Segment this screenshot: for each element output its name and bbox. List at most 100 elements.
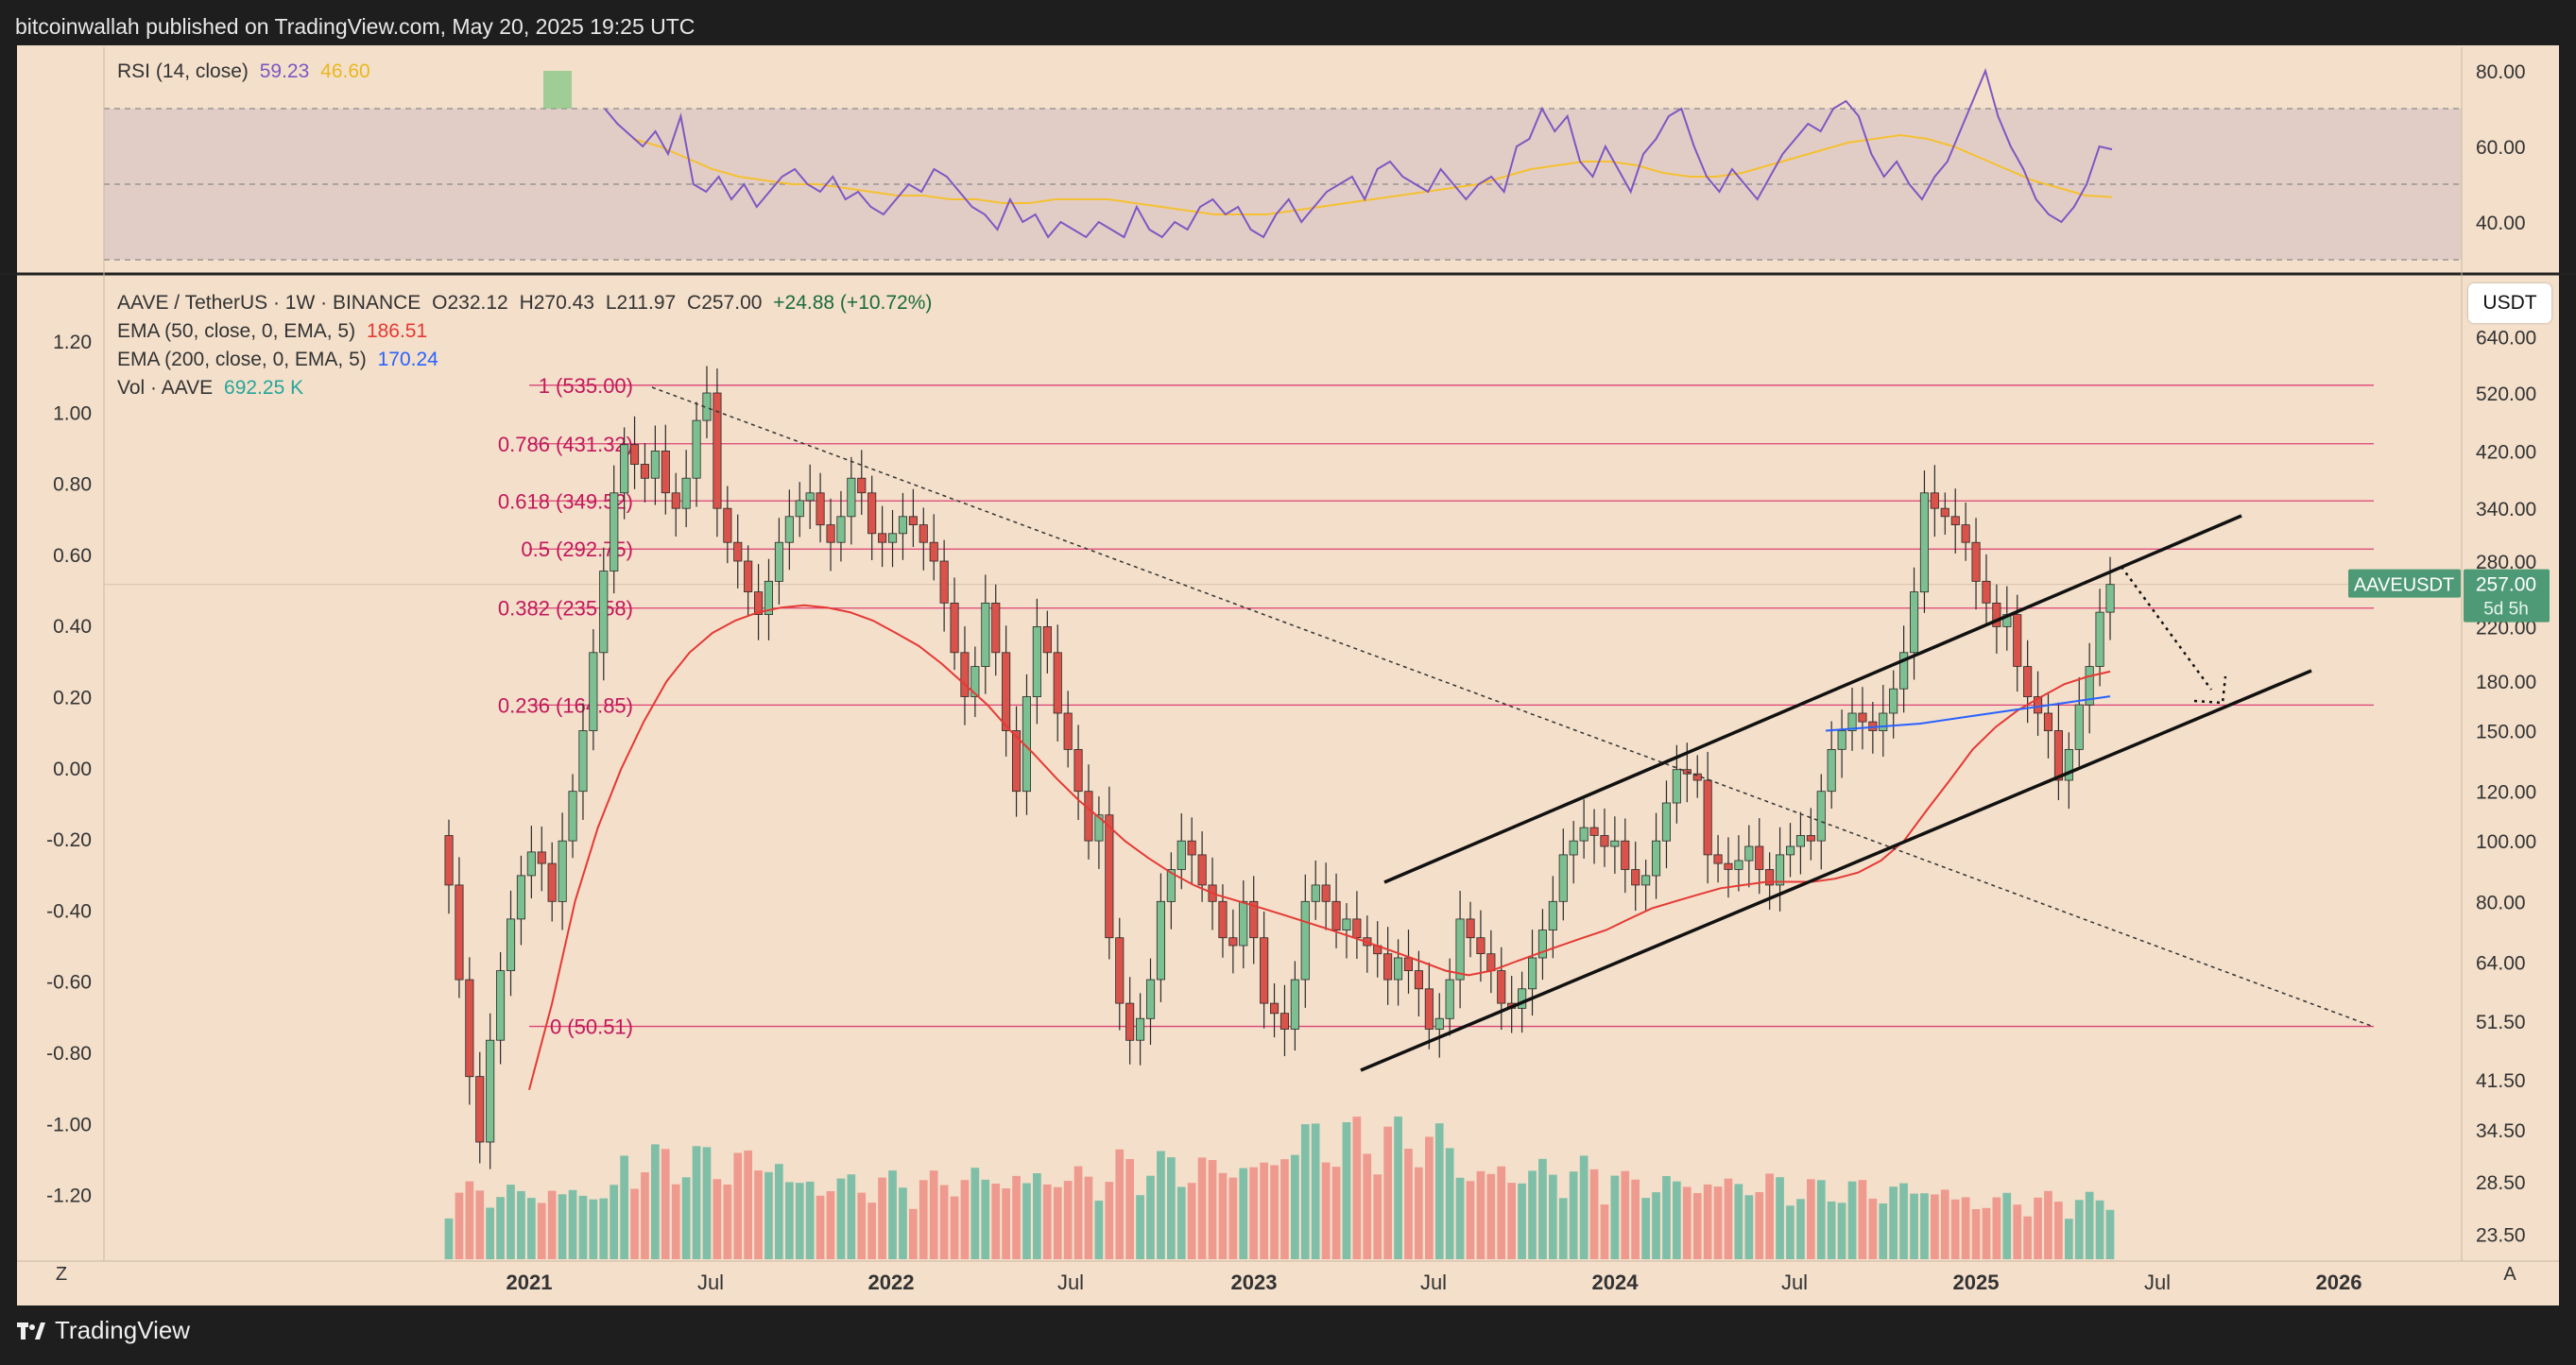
candle-body — [2033, 696, 2043, 714]
volume-bar — [991, 1184, 1001, 1259]
volume-bar — [909, 1208, 918, 1259]
candle-body — [981, 603, 990, 668]
fib-label: 0.236 (164.85) — [498, 693, 633, 717]
candle-body — [1786, 845, 1795, 856]
candle-body — [1249, 900, 1259, 939]
candle-body — [723, 507, 732, 543]
volume-bar — [558, 1194, 567, 1259]
volume-bar — [723, 1185, 732, 1259]
price-tick-label: 520.00 — [2476, 384, 2536, 405]
volume-bar — [836, 1178, 846, 1259]
volume-bar — [1827, 1201, 1836, 1259]
volume-bar — [1961, 1197, 1970, 1259]
candle-body — [1115, 937, 1125, 1004]
candle-body — [1600, 835, 1609, 847]
channel-upper-line — [1383, 514, 2242, 884]
candle-body — [888, 533, 898, 543]
volume-bar — [1352, 1117, 1362, 1259]
price-tick-label: 51.50 — [2476, 1012, 2526, 1033]
volume-bar — [1724, 1178, 1733, 1259]
candle-body — [1084, 791, 1093, 842]
candle-body — [1971, 541, 1981, 582]
candle-body — [1156, 900, 1166, 981]
candle-body — [1724, 862, 1733, 870]
candle-body — [1950, 516, 1960, 525]
candle-body — [1063, 712, 1073, 750]
candle-body — [733, 541, 743, 562]
left-tick-label: 0.40 — [53, 616, 92, 638]
candle-body — [507, 918, 516, 972]
candle-body — [1476, 937, 1485, 955]
volume-bar — [970, 1168, 980, 1259]
volume-bar — [1713, 1186, 1723, 1259]
volume-bar — [1765, 1173, 1774, 1259]
ohlc-close: C257.00 — [687, 292, 763, 314]
left-tick-label: 0.00 — [53, 759, 92, 780]
last-price-tag-bg — [2464, 569, 2550, 623]
volume-bar — [1982, 1207, 1991, 1259]
candle-body — [568, 791, 577, 842]
fib-label: 0 (50.51) — [550, 1015, 633, 1039]
volume-bar — [1641, 1198, 1650, 1259]
currency-button[interactable]: USDT — [2468, 283, 2551, 323]
volume-bar — [1899, 1183, 1908, 1259]
candle-body — [1403, 957, 1414, 972]
volume-bar — [899, 1187, 907, 1259]
candle-body — [1672, 769, 1681, 804]
auto-scale-button[interactable]: A — [2503, 1264, 2516, 1285]
time-tick-label: 2022 — [868, 1271, 915, 1294]
ema200-legend: EMA (200, close, 0, EMA, 5) 170.24 — [117, 349, 444, 371]
volume-bar — [1249, 1167, 1258, 1259]
candle-body — [960, 652, 970, 697]
volume-bar — [1280, 1159, 1289, 1259]
volume-bar — [651, 1144, 660, 1259]
price-tick-label: 28.50 — [2476, 1172, 2526, 1194]
price-tick-label: 220.00 — [2476, 617, 2536, 639]
volume-bar — [1858, 1180, 1867, 1259]
volume-bar — [1404, 1149, 1413, 1259]
volume-bar — [620, 1155, 628, 1259]
volume-bar — [775, 1164, 783, 1259]
volume-bar — [1136, 1195, 1144, 1259]
volume-bar — [1497, 1166, 1506, 1259]
candle-body — [1094, 814, 1104, 842]
volume-bar — [1073, 1166, 1083, 1259]
volume-bar — [1187, 1183, 1196, 1259]
time-tick-label: 2023 — [1231, 1271, 1278, 1294]
ohlc-high: H270.43 — [519, 292, 594, 314]
candle-body — [1910, 591, 1919, 654]
candle-body — [1279, 1013, 1290, 1030]
left-tick-label: -0.80 — [46, 1043, 92, 1065]
volume-bar — [1776, 1177, 1784, 1259]
volume-bar — [867, 1203, 876, 1259]
candle-body — [1434, 1017, 1444, 1030]
volume-bar — [826, 1191, 835, 1259]
left-tick-label: 0.20 — [53, 688, 92, 709]
left-tick-label: -1.00 — [46, 1114, 92, 1135]
price-tick-label: 23.50 — [2476, 1225, 2526, 1247]
volume-bar — [1786, 1205, 1795, 1259]
volume-bar — [1445, 1148, 1454, 1259]
volume-bar — [1879, 1203, 1888, 1259]
volume-bar — [630, 1188, 639, 1259]
volume-bar — [1992, 1197, 2001, 1259]
candle-body — [1537, 930, 1548, 959]
volume-bar — [878, 1177, 886, 1259]
candle-body — [620, 444, 629, 494]
candle-body — [1105, 814, 1114, 939]
time-tick-label: Jul — [1781, 1271, 1808, 1294]
ema200-line — [1825, 695, 2111, 732]
volume-bar — [1157, 1151, 1165, 1259]
left-tick-label: 1.20 — [53, 332, 92, 353]
ema50-label: EMA (50, close, 0, EMA, 5) — [117, 320, 356, 342]
zoom-toggle-button[interactable]: Z — [55, 1264, 68, 1285]
candle-body — [754, 591, 764, 615]
candle-body — [558, 840, 567, 902]
candle-body — [713, 392, 722, 509]
candle-body — [919, 524, 928, 543]
volume-bar — [1971, 1209, 1981, 1259]
candle-body — [836, 516, 846, 543]
volume-bar — [444, 1218, 454, 1259]
tradingview-logo[interactable]: TradingView — [17, 1316, 190, 1345]
